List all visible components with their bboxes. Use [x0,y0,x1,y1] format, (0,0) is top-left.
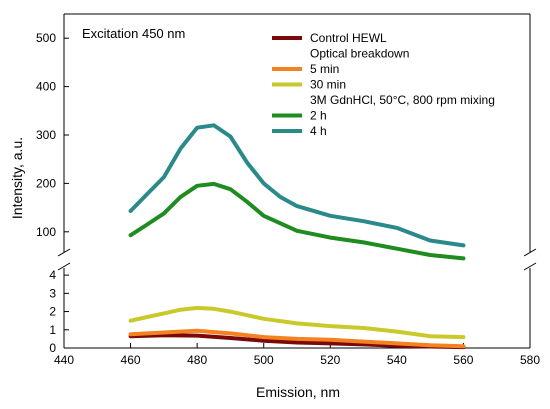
series-line-2-h [128,181,466,261]
excitation-annotation: Excitation 450 nm [82,26,185,41]
x-tick-label: 560 [453,353,473,367]
legend-entry-label: Control HEWL [310,31,387,45]
y-tick-label-lower: 0 [49,341,56,355]
x-tick-label: 480 [187,353,207,367]
y-tick-label-upper: 400 [36,80,56,94]
y-tick-label-upper: 500 [36,31,56,45]
axis-break-left [57,248,71,271]
series-line-4-h [128,123,466,248]
legend-group-header: 3M GdnHCl, 50°C, 800 rpm mixing [310,93,495,107]
legend-entry-label: 30 min [310,78,346,92]
y-tick-label-upper: 100 [36,225,56,239]
x-tick-label: 520 [320,353,340,367]
series-line-5-min [128,328,466,349]
x-axis-label: Emission, nm [256,384,340,400]
axis-break-right [523,248,537,271]
y-tick-label-upper: 300 [36,128,56,142]
legend-group-header: Optical breakdown [310,47,409,61]
series-line-30-min [128,305,466,340]
x-tick-label: 500 [254,353,274,367]
series-layer [128,123,466,350]
y-tick-label-upper: 200 [36,176,56,190]
x-tick-label: 540 [387,353,407,367]
y-tick-label-lower: 2 [49,305,56,319]
x-tick-label: 580 [520,353,540,367]
legend-entry-label: 2 h [310,109,327,123]
legend-entry-label: 4 h [310,124,327,138]
legend-entry-label: 5 min [310,62,339,76]
axes: 440 460 480 500 520 540 560 580 100 200 300 400 500 0… [36,13,540,367]
y-tick-label-lower: 3 [49,286,56,300]
x-tick-label: 440 [54,353,74,367]
x-tick-label: 460 [121,353,141,367]
y-axis-label: Intensity, a.u. [9,137,25,219]
y-tick-label-lower: 1 [49,323,56,337]
y-tick-label-lower: 4 [49,268,56,282]
